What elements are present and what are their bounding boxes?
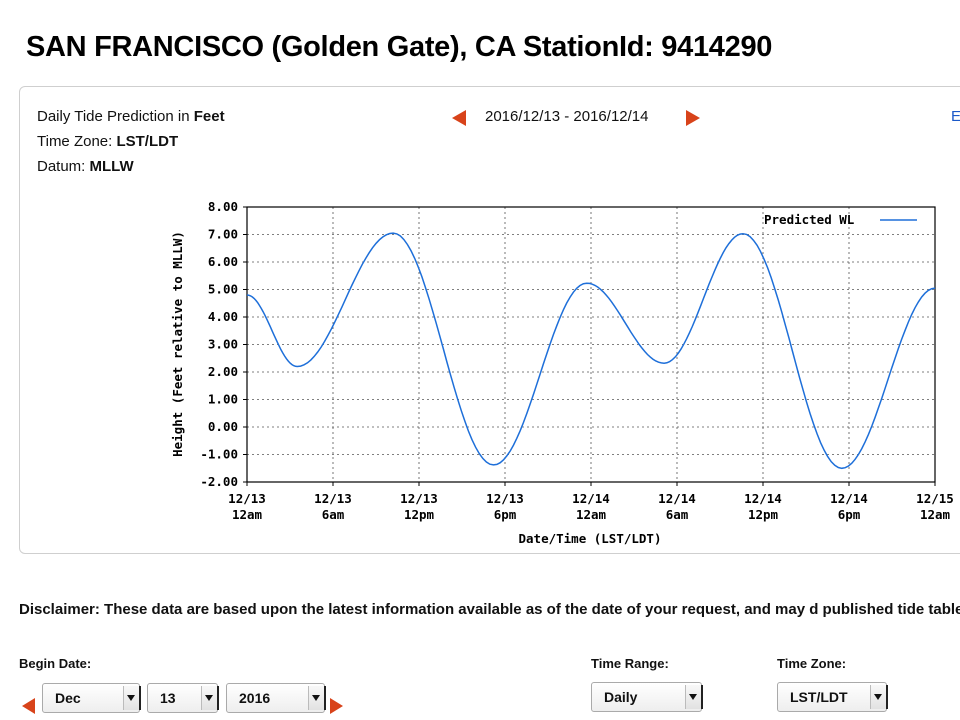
chevron-down-icon bbox=[308, 686, 326, 710]
chart-grid bbox=[247, 207, 935, 482]
x-tick-time: 6pm bbox=[494, 507, 517, 522]
time-range-select[interactable]: Daily bbox=[591, 682, 703, 712]
next-day-arrow-icon[interactable] bbox=[686, 110, 700, 126]
x-tick-date: 12/14 bbox=[744, 491, 782, 506]
begin-date-prev-arrow-icon[interactable] bbox=[22, 698, 35, 714]
x-axis-ticks: 12/1312am12/136am12/1312pm12/136pm12/141… bbox=[228, 482, 954, 522]
station-title: SAN FRANCISCO (Golden Gate), CA StationI… bbox=[26, 31, 773, 63]
x-tick-date: 12/13 bbox=[314, 491, 352, 506]
day-select[interactable]: 13 bbox=[147, 683, 219, 713]
time-zone-label: Time Zone: bbox=[777, 656, 847, 671]
begin-date-label: Begin Date: bbox=[19, 656, 92, 671]
x-tick-time: 6am bbox=[666, 507, 689, 522]
y-tick-label: 6.00 bbox=[208, 254, 238, 269]
year-select[interactable]: 2016 bbox=[226, 683, 326, 713]
month-select[interactable]: Dec bbox=[42, 683, 141, 713]
chevron-down-icon bbox=[870, 685, 888, 709]
predicted-wl-line bbox=[246, 232, 936, 470]
datum-value: MLLW bbox=[89, 158, 134, 175]
disclaimer-text: Disclaimer: These data are based upon th… bbox=[19, 601, 960, 618]
chevron-down-icon bbox=[123, 686, 141, 710]
timezone-value: LST/LDT bbox=[116, 133, 179, 150]
time-range-label: Time Range: bbox=[591, 656, 669, 671]
year-value: 2016 bbox=[239, 690, 271, 706]
x-tick-time: 6pm bbox=[838, 507, 861, 522]
y-tick-label: 2.00 bbox=[208, 364, 238, 379]
x-tick-date: 12/14 bbox=[572, 491, 610, 506]
x-tick-date: 12/14 bbox=[658, 491, 696, 506]
x-tick-time: 12am bbox=[232, 507, 263, 522]
y-axis-label: Height (Feet relative to MLLW) bbox=[170, 231, 185, 457]
time-range-value: Daily bbox=[604, 689, 638, 705]
y-tick-label: 1.00 bbox=[208, 392, 238, 407]
y-tick-label: 3.00 bbox=[208, 337, 238, 352]
day-value: 13 bbox=[160, 690, 176, 706]
x-tick-date: 12/13 bbox=[486, 491, 524, 506]
begin-date-next-arrow-icon[interactable] bbox=[330, 698, 343, 714]
time-zone-value: LST/LDT bbox=[790, 689, 848, 705]
y-tick-label: 5.00 bbox=[208, 282, 238, 297]
x-tick-time: 12pm bbox=[748, 507, 779, 522]
tide-prediction-panel bbox=[19, 86, 960, 554]
prediction-unit-line: Daily Tide Prediction in Feet bbox=[37, 108, 225, 125]
y-tick-label: 4.00 bbox=[208, 309, 238, 324]
y-tick-label: 8.00 bbox=[208, 199, 238, 214]
x-tick-time: 12am bbox=[576, 507, 607, 522]
y-axis-ticks: 8.00 7.00 6.00 5.00 4.00 3.00 2.00 1.00 0.00 -1.0… bbox=[200, 199, 247, 489]
chevron-down-icon bbox=[201, 686, 219, 710]
timezone-label: Time Zone: bbox=[37, 133, 117, 150]
y-tick-label: -1.00 bbox=[200, 447, 238, 462]
x-tick-date: 12/13 bbox=[400, 491, 438, 506]
y-tick-label: -2.00 bbox=[200, 474, 238, 489]
x-tick-time: 6am bbox=[322, 507, 345, 522]
y-tick-label: 0.00 bbox=[208, 419, 238, 434]
y-tick-label: 7.00 bbox=[208, 227, 238, 242]
chevron-down-icon bbox=[685, 685, 703, 709]
x-tick-time: 12pm bbox=[404, 507, 435, 522]
prediction-prefix: Daily Tide Prediction in bbox=[37, 108, 194, 125]
timezone-line: Time Zone: LST/LDT bbox=[37, 133, 178, 150]
tide-chart: 8.00 7.00 6.00 5.00 4.00 3.00 2.00 1.00 0.00 -1.0… bbox=[170, 199, 954, 546]
date-range: 2016/12/13 - 2016/12/14 bbox=[485, 108, 649, 125]
edge-link-text[interactable]: E bbox=[951, 108, 960, 125]
x-tick-date: 12/15 bbox=[916, 491, 954, 506]
x-tick-date: 12/14 bbox=[830, 491, 868, 506]
time-zone-select[interactable]: LST/LDT bbox=[777, 682, 888, 712]
x-axis-label: Date/Time (LST/LDT) bbox=[519, 531, 662, 546]
legend-label: Predicted WL bbox=[764, 212, 855, 227]
x-tick-date: 12/13 bbox=[228, 491, 266, 506]
datum-line: Datum: MLLW bbox=[37, 158, 134, 175]
previous-day-arrow-icon[interactable] bbox=[452, 110, 466, 126]
month-value: Dec bbox=[55, 690, 81, 706]
prediction-unit: Feet bbox=[193, 108, 225, 125]
datum-label: Datum: bbox=[37, 158, 90, 175]
x-tick-time: 12am bbox=[920, 507, 951, 522]
